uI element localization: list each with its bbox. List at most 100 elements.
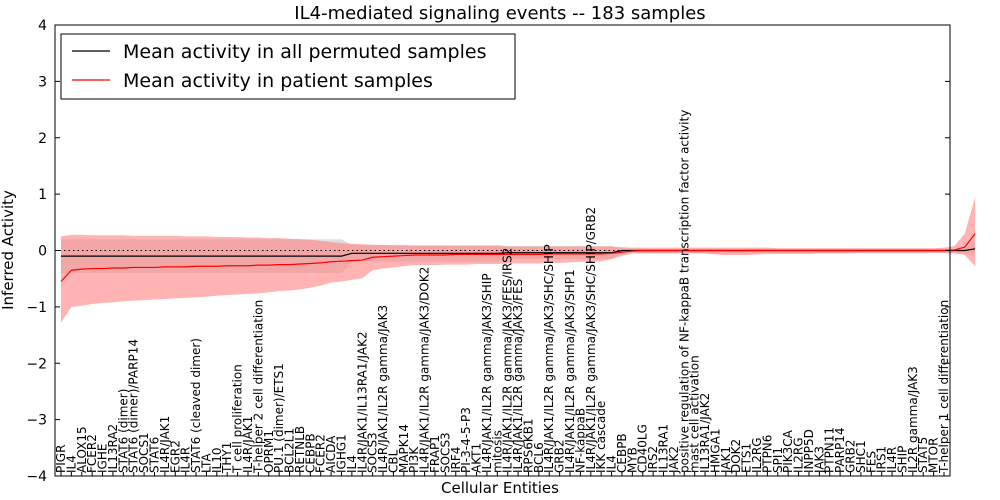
category-label: ALOX15 — [75, 426, 89, 473]
category-label: IL10 — [210, 448, 224, 474]
x-axis-label: Cellular Entities — [441, 479, 559, 497]
category-label: SHIP — [895, 446, 909, 473]
category-label: DOK2 — [729, 439, 743, 473]
category-label: mast cell activation — [688, 355, 702, 473]
category-label: PARP14 — [833, 427, 847, 473]
category-label: JAK2 — [667, 446, 681, 474]
category-label: GRB2 — [844, 439, 858, 473]
category-label: JAK1 — [719, 446, 733, 474]
category-label: IRS1 — [875, 446, 889, 473]
category-label: STAT6 — [147, 437, 161, 473]
category-label: IL4R/JAK1/IL2R gamma/JAK3/FES/IRS2 — [501, 248, 515, 473]
category-label: IL2R gamma/JAK3 — [906, 366, 920, 473]
category-label: IGHE — [96, 444, 110, 473]
y-tick-label: −4 — [26, 469, 47, 485]
category-label: SPI1 — [771, 447, 785, 473]
category-label: RPS6KB1 — [521, 418, 535, 473]
category-label: GRB2 — [553, 439, 567, 473]
series-lines — [60, 233, 976, 282]
category-label: CBL — [386, 449, 400, 473]
category-label: IL4 — [605, 455, 619, 473]
legend-box — [60, 33, 516, 100]
category-label: SHC1 — [854, 440, 868, 473]
category-label: mitosis — [490, 430, 504, 473]
category-label: PIK3CA — [781, 429, 795, 473]
category-label: PU.1 (dimer)/ETS1 — [272, 363, 286, 473]
category-label: FRAP1 — [428, 435, 442, 473]
category-label: FCER2 — [314, 434, 328, 473]
chart-title: IL4-mediated signaling events -- 183 sam… — [294, 3, 705, 24]
category-label: SOCS1 — [137, 432, 151, 473]
category-label: IL4R/JAK1/IL13RA1/JAK2 — [355, 331, 369, 473]
band-patient — [61, 196, 976, 323]
y-tick-label: −1 — [26, 300, 47, 316]
category-label: MYB — [625, 447, 639, 473]
legend-label-permuted: Mean activity in all permuted samples — [123, 41, 486, 63]
category-label: IGHG1 — [334, 434, 348, 473]
category-label: MAPK14 — [397, 424, 411, 473]
category-label: HMGA1 — [708, 428, 722, 473]
category-label: MTOR — [927, 438, 941, 473]
category-label: STAT6 (dimer) — [116, 389, 130, 473]
category-label: IL4R/JAK1 — [241, 416, 255, 473]
category-label: IL4R/JAK1/IL2R gamma/JAK3/SHP1 — [563, 269, 577, 473]
category-label: THY1 — [220, 442, 234, 474]
category-label: NF-kappaB — [573, 408, 587, 473]
category-label: IL4R/JAK1/IL2R gamma/JAK3/SHC/SHIP/GRB2 — [584, 207, 598, 473]
category-label: STAT6 (dimer)/PARP14 — [127, 339, 141, 473]
category-label: AKT1 — [470, 443, 484, 473]
category-label: STAT6 (cleaved dimer) — [189, 338, 203, 473]
y-tick-label: −3 — [26, 413, 47, 429]
category-label: PIGR — [54, 445, 68, 473]
category-label: IL13RA1/JAK2 — [698, 393, 712, 473]
category-label: IL2RG — [792, 438, 806, 474]
plot-frame — [54, 24, 951, 477]
category-label: BCL2L1 — [283, 428, 297, 473]
y-axis-label: Inferred Activity — [0, 190, 17, 310]
category-label: T-helper 1 cell differentiation — [937, 300, 951, 474]
category-label: IL4 — [345, 455, 359, 473]
y-tick-label: 0 — [38, 244, 47, 260]
category-label: IL2RG — [750, 438, 764, 474]
category-label: PTPN6 — [760, 435, 774, 473]
category-label: INPP5D — [802, 429, 816, 473]
category-label: FES — [864, 451, 878, 473]
category-label: IL4R/JAK1 — [158, 416, 172, 473]
legend: Mean activity in all permuted samples Me… — [60, 33, 516, 100]
category-label: IKK cascade — [594, 401, 608, 473]
y-tick-label: −2 — [26, 356, 47, 372]
line-patient — [60, 233, 976, 282]
category-label: IRF4 — [449, 447, 463, 473]
category-label: IL4R/JAK1/IL2R gamma/JAK3/SHC/SHIP — [542, 244, 556, 473]
category-label: IL4 — [64, 455, 78, 473]
category-label: AICDA — [324, 435, 338, 473]
category-label: IL4R — [885, 447, 899, 473]
category-label: IL4R/JAK1/IL2R gamma/JAK3/SHIP — [480, 273, 494, 473]
y-tick-label: 3 — [38, 74, 47, 90]
category-label: OPRM1 — [262, 430, 276, 473]
y-tick-label: 1 — [38, 187, 47, 203]
category-label: CD40LG — [636, 424, 650, 473]
y-tick-label: 4 — [38, 18, 47, 34]
category-label: IL4R/JAK1/IL2R gamma/JAK3/DOK2 — [418, 267, 432, 473]
category-label: LTA — [199, 453, 213, 473]
category-label: IRS2 — [646, 446, 660, 473]
category-label: CEBPB — [615, 433, 629, 473]
category-label: IL4R — [179, 447, 193, 473]
y-axis-ticks: −4 −3 −2 −1 0 1 2 3 4 — [26, 18, 950, 485]
category-label: CEBPB — [303, 433, 317, 473]
category-label: IL13RA2 — [106, 424, 120, 473]
legend-label-patient: Mean activity in patient samples — [123, 70, 433, 92]
category-label: ETS1 — [740, 443, 754, 473]
category-label: positive regulation of NF-kappaB transcr… — [677, 110, 691, 473]
category-label: IL4R/JAK1/IL2R gamma/JAK3 — [376, 305, 390, 473]
category-label: SOCS3 — [438, 432, 452, 473]
category-label: SOCS3 — [366, 432, 380, 473]
category-label: T-helper 2 cell differentiation — [251, 300, 265, 474]
category-label: PI3K — [407, 446, 421, 473]
category-label: STAT5 — [916, 437, 930, 473]
y-tick-label: 2 — [38, 131, 47, 147]
